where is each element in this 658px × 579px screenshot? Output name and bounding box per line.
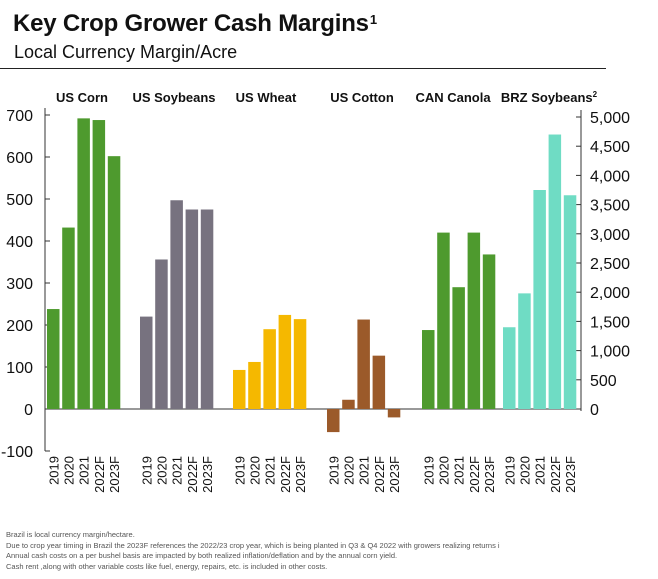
category-label: 2019 (326, 456, 341, 485)
bar (200, 209, 214, 409)
group-label: CAN Canola (415, 90, 491, 105)
category-label: 2021 (357, 456, 372, 485)
chart-subtitle: Local Currency Margin/Acre (14, 42, 238, 62)
bar (422, 330, 435, 409)
right-tick-label: 5,000 (590, 110, 630, 127)
group-label: BRZ Soybeans2 (501, 90, 598, 105)
right-tick-label: 0 (590, 402, 599, 419)
footnote-line: Annual cash costs on a per bushel basis … (6, 551, 398, 560)
bar (155, 259, 168, 409)
category-label: 2021 (533, 456, 548, 485)
left-tick-label: 400 (6, 234, 33, 251)
category-label: 2022F (92, 456, 107, 493)
right-tick-label: 1,500 (590, 314, 630, 331)
right-tick-label: 2,500 (590, 256, 630, 273)
footnotes: Brazil is local currency margin/hectare.… (6, 530, 658, 572)
category-label: 2019 (139, 456, 154, 485)
bar (533, 190, 546, 409)
category-label: 2023F (293, 456, 308, 493)
group-label-footnote: 2 (593, 90, 598, 99)
left-tick-label: 200 (6, 318, 33, 335)
category-label: 2020 (247, 456, 262, 485)
right-tick-label: 1,000 (590, 344, 630, 361)
category-label: 2022F (372, 456, 387, 493)
footnote-line: Due to crop year timing in Brazil the 20… (6, 540, 500, 550)
bar (327, 409, 340, 433)
group-label: US Soybeans (132, 90, 215, 105)
bar (293, 319, 307, 409)
group-label: US Wheat (236, 90, 297, 105)
bar (548, 134, 562, 409)
right-tick-label: 3,000 (590, 227, 630, 244)
left-tick-label: 100 (6, 360, 33, 377)
bar (233, 369, 246, 409)
category-label: 2023F (563, 456, 578, 493)
left-tick-label: -100 (1, 444, 33, 461)
bar (482, 254, 496, 409)
bar (357, 319, 370, 409)
bar (452, 287, 465, 409)
chart-title: Key Crop Grower Cash Margins1 (13, 10, 377, 38)
right-tick-label: 4,500 (590, 139, 630, 156)
bar (170, 200, 183, 409)
right-tick-label: 3,500 (590, 198, 630, 215)
left-tick-label: 300 (6, 276, 33, 293)
footnote-line: Brazil is local currency margin/hectare. (6, 530, 135, 539)
bar (278, 314, 292, 409)
title-footnote-marker: 1 (369, 12, 377, 27)
bar (387, 409, 401, 418)
chart-title-text: Key Crop Grower Cash Margins (13, 10, 369, 37)
right-tick-label: 500 (590, 373, 617, 390)
group-label: US Cotton (330, 90, 394, 105)
category-label: 2020 (517, 456, 532, 485)
title-divider (0, 68, 606, 69)
bar (92, 120, 106, 409)
left-tick-label: 500 (6, 192, 33, 209)
bar (263, 329, 276, 409)
category-label: 2019 (46, 456, 61, 485)
category-label: 2023F (387, 456, 402, 493)
category-label: 2022F (185, 456, 200, 493)
category-label: 2021 (170, 456, 185, 485)
bar (518, 293, 531, 409)
bar (437, 232, 450, 409)
bar (503, 327, 516, 409)
category-label: 2019 (232, 456, 247, 485)
group-label: US Corn (56, 90, 108, 105)
cash-margin-chart: -100 0 100 200 300 400 500 600 700 0 500 1,000 1,500… (1, 90, 630, 493)
left-tick-label: 0 (24, 402, 33, 419)
right-tick-label: 4,000 (590, 168, 630, 185)
category-label: 2021 (263, 456, 278, 485)
category-label: 2019 (502, 456, 517, 485)
footnote-line: Cash rent ,along with other variable cos… (6, 561, 328, 571)
left-tick-label: 600 (6, 150, 33, 167)
category-label: 2019 (421, 456, 436, 485)
category-label: 2020 (154, 456, 169, 485)
category-label: 2022F (467, 456, 482, 493)
bar (107, 156, 121, 409)
category-label: 2023F (200, 456, 215, 493)
category-label: 2021 (77, 456, 92, 485)
category-label: 2023F (482, 456, 497, 493)
category-label: 2022F (278, 456, 293, 493)
bar (185, 209, 199, 409)
bar (47, 309, 60, 409)
bar (62, 227, 75, 409)
bar (140, 316, 153, 409)
bar (563, 195, 577, 409)
right-tick-label: 2,000 (590, 285, 630, 302)
category-label: 2020 (436, 456, 451, 485)
bar (342, 399, 355, 409)
category-label: 2021 (452, 456, 467, 485)
category-label: 2022F (548, 456, 563, 493)
category-label: 2020 (61, 456, 76, 485)
bar (467, 232, 481, 409)
bar (77, 118, 90, 410)
category-label: 2020 (341, 456, 356, 485)
bar (248, 361, 261, 409)
bar (372, 355, 386, 409)
left-tick-label: 700 (6, 108, 33, 125)
category-label: 2023F (107, 456, 122, 493)
